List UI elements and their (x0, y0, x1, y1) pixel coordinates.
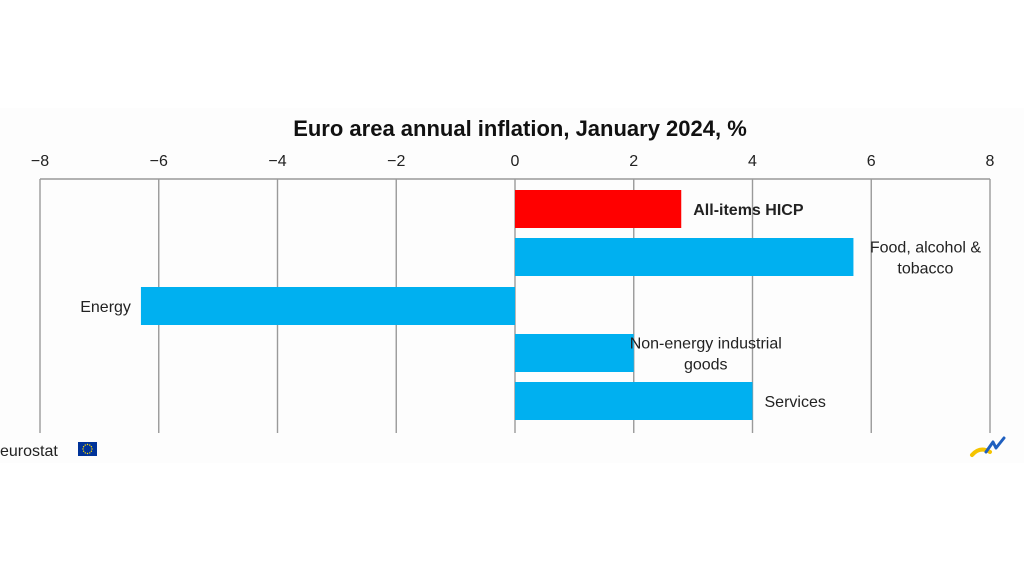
bars (140, 190, 854, 420)
bar (515, 334, 634, 372)
category-labels: All-items HICP Food, alcohol & tobacco Ener… (80, 202, 981, 411)
category-label: Non-energy industrial goods (630, 336, 782, 374)
eu-star (86, 443, 89, 446)
bar (515, 190, 682, 228)
bar (515, 382, 753, 420)
category-label: All-items HICP (693, 202, 804, 219)
eu-star (82, 450, 85, 452)
category-label: Energy (80, 299, 131, 316)
bar (515, 238, 854, 276)
chart-panel (0, 108, 1024, 463)
x-tick-label: −8 (31, 153, 49, 170)
x-tick-label: 4 (748, 153, 757, 170)
x-tick-label: −4 (268, 153, 286, 170)
x-tick-label: 2 (629, 153, 638, 170)
eu-star (82, 448, 84, 450)
bar (140, 287, 515, 325)
eurostat-logo-text: eurostat (0, 443, 58, 460)
eu-star (91, 448, 93, 450)
eu-star (89, 444, 91, 446)
x-tick-label: 8 (986, 153, 995, 170)
eu-star (84, 444, 86, 446)
x-axis-ticks: −8 −6 −4 −2 0 2 4 6 8 (31, 153, 995, 180)
eu-flag-icon (78, 442, 97, 456)
eu-star (90, 446, 93, 448)
eu-star (82, 446, 85, 448)
eu-star (86, 452, 89, 455)
category-label: Food, alcohol & tobacco (870, 240, 982, 278)
x-tick-label: 0 (511, 153, 520, 170)
eu-star (89, 452, 91, 454)
eu-star (90, 450, 93, 452)
chart-title: Euro area annual inflation, January 2024… (293, 116, 747, 141)
corner-mark-icon (970, 436, 1006, 457)
eu-star (84, 452, 86, 454)
x-tick-label: −2 (387, 153, 405, 170)
eurostat-logo: eurostat (0, 442, 97, 460)
x-tick-label: 6 (867, 153, 876, 170)
eu-stars-icon (82, 443, 93, 455)
category-label: Services (765, 394, 826, 411)
x-tick-label: −6 (150, 153, 168, 170)
